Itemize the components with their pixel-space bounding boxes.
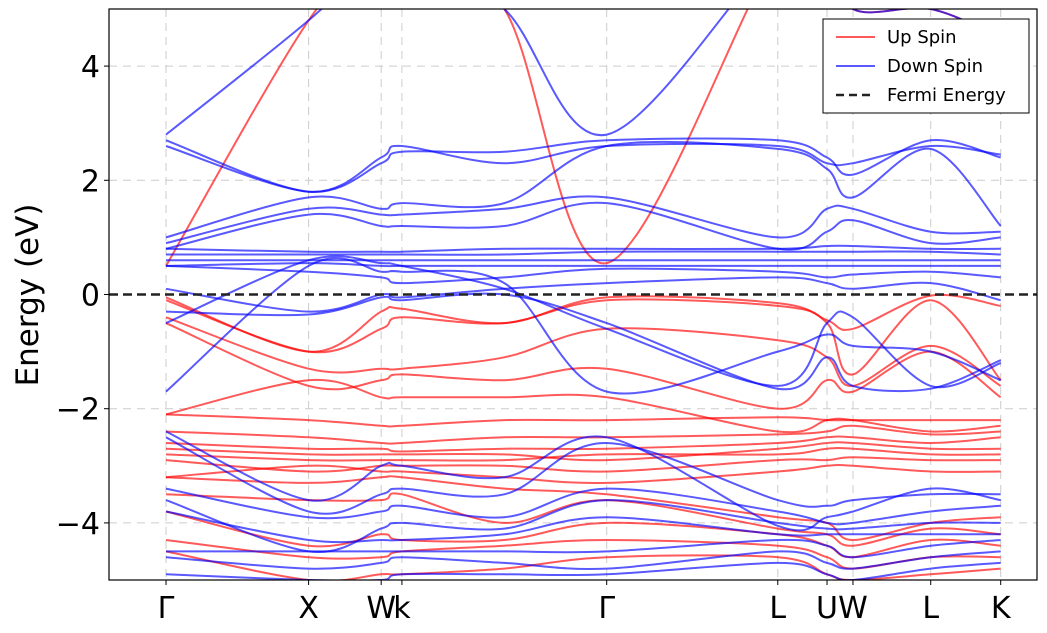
down-spin-band-20 [165, 137, 1001, 193]
y-tick-label: 0 [81, 279, 100, 314]
up-spin-band-13 [165, 475, 1001, 542]
up-spin-band-9 [165, 441, 1001, 462]
k-point-label: Γ [158, 591, 175, 626]
legend-label: Up Spin [887, 27, 957, 48]
down-spin-band-29 [165, 276, 1001, 313]
down-spin-band-27 [165, 262, 1001, 268]
k-point-label: Γ [598, 591, 615, 626]
up-spin-band-6 [165, 413, 1001, 428]
down-spin-band-23 [165, 201, 1001, 251]
legend-label: Fermi Energy [887, 85, 1006, 106]
y-tick-label: −4 [56, 507, 100, 542]
y-axis: 4 2 0 −2 −4 [56, 50, 109, 542]
y-tick-label: −2 [56, 393, 100, 428]
k-point-label: X [298, 591, 319, 626]
down-spin-band-30 [165, 292, 1002, 393]
down-spin-band-33 [165, 430, 1001, 532]
bands [165, 9, 1002, 580]
k-point-label: U [816, 591, 838, 626]
legend: Up Spin Down Spin Fermi Energy [822, 18, 1030, 114]
k-point-label: W [838, 591, 868, 626]
down-spin-band-21 [165, 140, 1002, 239]
k-point-label: L [922, 591, 939, 626]
down-spin-band-40 [165, 561, 1001, 580]
up-spin-band-8 [165, 435, 1001, 453]
k-point-label: k [393, 591, 411, 626]
k-point-label: L [769, 591, 786, 626]
y-tick-label: 4 [81, 50, 100, 85]
up-spin-band-12 [165, 464, 1001, 485]
down-spin-band-19 [165, 139, 1001, 193]
down-spin-band-37 [165, 510, 1001, 544]
down-spin-band-39 [165, 550, 1001, 570]
down-spin-band-38 [166, 538, 1001, 559]
down-spin-band-22 [165, 195, 1001, 245]
down-spin-band-36 [165, 499, 1001, 554]
up-spin-band-10 [165, 446, 1001, 462]
up-spin-band-0 [165, 9, 1002, 267]
down-spin-band-34 [165, 436, 1001, 515]
y-axis-label: Energy (eV) [10, 204, 46, 387]
down-spin-band-32 [165, 257, 1002, 395]
down-spin-band-25 [165, 250, 1001, 256]
legend-label: Down Spin [887, 56, 983, 77]
k-point-label: K [991, 591, 1012, 626]
up-spin-band-2 [165, 298, 1002, 381]
down-spin-band-28 [165, 264, 1001, 285]
down-spin-band-31 [165, 255, 1002, 389]
y-tick-label: 2 [81, 164, 100, 199]
down-spin-band-35 [165, 487, 1001, 526]
k-point-label: W [366, 591, 396, 626]
down-spin-band-24 [165, 244, 1001, 253]
x-axis: Γ X Wk Γ L U W L K [158, 580, 1012, 626]
